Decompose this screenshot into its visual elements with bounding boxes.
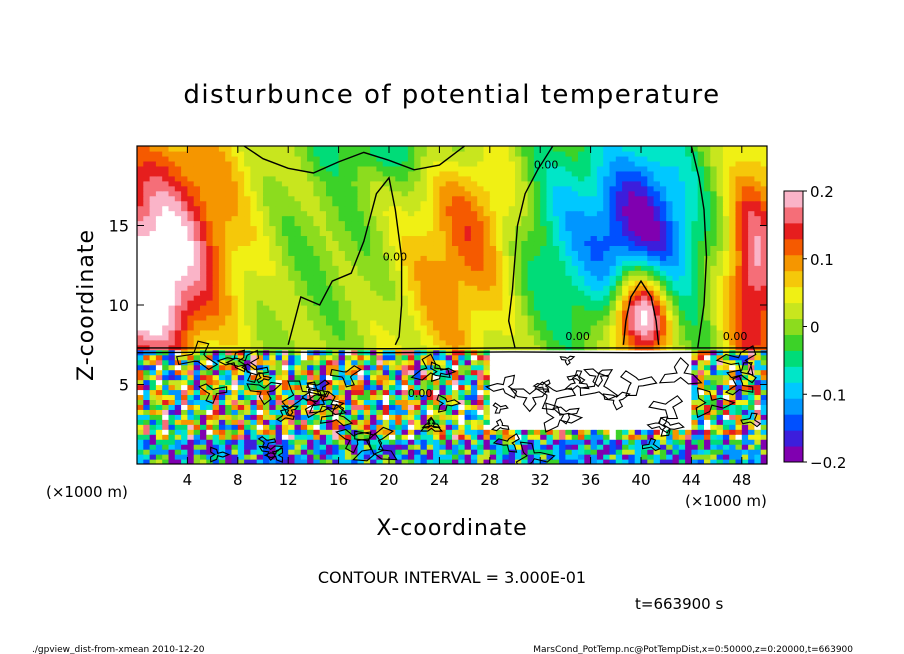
colorbar-segment bbox=[784, 398, 803, 415]
colorbar-segment bbox=[784, 222, 803, 240]
y-tick-label: 10 bbox=[109, 296, 129, 315]
colorbar-segment bbox=[784, 414, 803, 431]
contour-lines: 0.00 0.00 0.00 0.00 0.00 bbox=[137, 146, 767, 464]
colorbar-segment bbox=[784, 318, 803, 335]
contour-interval-text: CONTOUR INTERVAL = 3.000E-01 bbox=[318, 568, 586, 587]
contour-label: 0.00 bbox=[534, 158, 559, 171]
x-tick-label: 20 bbox=[379, 471, 398, 489]
colorbar bbox=[784, 191, 803, 463]
x-tick-label: 36 bbox=[581, 471, 600, 489]
y-axis-unit: (×1000 m) bbox=[46, 483, 128, 501]
chart-title: disturbunce of potential temperature bbox=[183, 80, 720, 110]
x-tick-label: 48 bbox=[732, 471, 751, 489]
contour-label: 0.00 bbox=[723, 330, 748, 343]
time-text: t=663900 s bbox=[635, 595, 723, 613]
x-tick-label: 24 bbox=[430, 471, 449, 489]
y-axis-ticks: 5 10 15 bbox=[109, 217, 767, 395]
contour-label: 0.00 bbox=[408, 387, 433, 400]
colorbar-tick-label: 0.2 bbox=[810, 183, 834, 201]
colorbar-ticks: 0.2 0.1 0 −0.1 −0.2 bbox=[803, 183, 846, 472]
colorbar-segment bbox=[784, 430, 803, 447]
y-tick-label: 15 bbox=[109, 217, 129, 236]
contour-label: 0.00 bbox=[383, 251, 408, 264]
footer-left: ./gpview_dist-from-xmean 2010-12-20 bbox=[32, 645, 205, 654]
colorbar-segment bbox=[784, 254, 803, 272]
colorbar-tick-label: 0.1 bbox=[810, 251, 834, 269]
colorbar-segment bbox=[784, 270, 803, 288]
x-tick-label: 44 bbox=[682, 471, 701, 489]
colorbar-segment bbox=[784, 334, 803, 351]
x-tick-label: 32 bbox=[531, 471, 550, 489]
plot-field bbox=[137, 146, 767, 464]
colorbar-segment bbox=[784, 238, 803, 256]
colorbar-tick-label: 0 bbox=[810, 319, 820, 337]
colorbar-segment bbox=[784, 302, 803, 320]
x-tick-label: 4 bbox=[183, 471, 193, 489]
colorbar-tick-label: −0.2 bbox=[810, 454, 846, 472]
x-tick-label: 40 bbox=[631, 471, 650, 489]
footer-right: MarsCond_PotTemp.nc@PotTempDist,x=0:5000… bbox=[533, 645, 853, 654]
x-tick-label: 8 bbox=[233, 471, 243, 489]
colorbar-segment bbox=[784, 446, 803, 463]
colorbar-segment bbox=[784, 366, 803, 383]
contour-label: 0.00 bbox=[565, 330, 590, 343]
colorbar-tick-label: −0.1 bbox=[810, 386, 846, 404]
colorbar-segment bbox=[784, 191, 803, 208]
x-axis-label: X-coordinate bbox=[376, 516, 527, 541]
x-tick-label: 12 bbox=[279, 471, 298, 489]
colorbar-segment bbox=[784, 286, 803, 304]
y-tick-label: 5 bbox=[119, 376, 129, 395]
y-axis-label: Z-coordinate bbox=[74, 229, 99, 381]
colorbar-segment bbox=[784, 382, 803, 399]
x-tick-label: 28 bbox=[480, 471, 499, 489]
x-axis-ticks: 4 8 12 16 20 24 28 32 36 40 44 48 bbox=[183, 146, 751, 489]
x-axis-unit: (×1000 m) bbox=[685, 492, 767, 510]
x-tick-label: 16 bbox=[329, 471, 348, 489]
colorbar-segment bbox=[784, 206, 803, 224]
colorbar-segment bbox=[784, 350, 803, 367]
